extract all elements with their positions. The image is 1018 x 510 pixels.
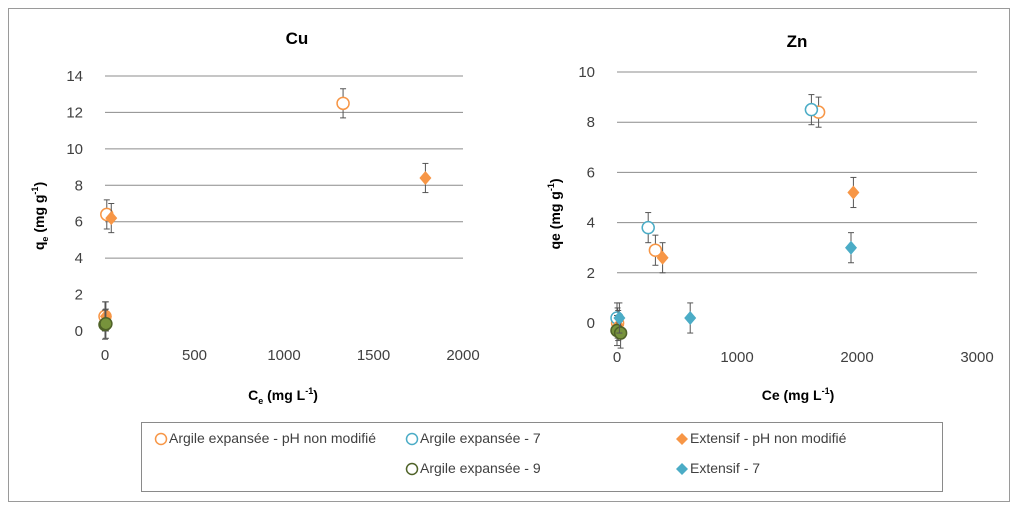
zn-data-points — [610, 94, 860, 349]
zn-y-tick-labels: 0 2 4 6 8 10 — [578, 64, 595, 332]
cu-x-tick-label: 2000 — [446, 347, 479, 364]
cu-y-axis-label: qe (mg g-1) — [30, 182, 50, 250]
cu-chart: Cu 0 500 1000 1500 2000 0 2 4 6 8 10 12 14 Ce (mg L… — [30, 29, 480, 406]
zn-y-tick-label: 2 — [587, 265, 595, 282]
cu-y-tick-label: 10 — [66, 141, 83, 158]
zn-x-tick-label: 0 — [613, 349, 621, 366]
zn-point — [648, 234, 663, 266]
zn-x-tick-labels: 0 1000 2000 3000 — [613, 349, 994, 366]
cu-y-tick-label: 2 — [75, 287, 83, 304]
cu-gridlines — [105, 75, 463, 259]
zn-point — [684, 302, 697, 334]
cu-y-tick-label: 0 — [75, 323, 83, 340]
cu-y-tick-label: 12 — [66, 104, 83, 121]
diamond-orange-icon — [676, 433, 688, 445]
cu-x-tick-label: 1000 — [267, 347, 300, 364]
cu-data-points — [98, 88, 432, 340]
cu-y-tick-label: 6 — [75, 214, 83, 231]
circle-open-green-icon — [405, 462, 419, 476]
legend: Argile expansée - pH non modifié Argile … — [141, 422, 943, 492]
zn-y-tick-label: 10 — [578, 64, 595, 81]
cu-point — [419, 162, 432, 194]
cu-x-tick-labels: 0 500 1000 1500 2000 — [101, 347, 480, 364]
zn-y-tick-label: 8 — [587, 114, 595, 131]
zn-y-axis-label: qe (mg g-1) — [546, 178, 563, 249]
zn-y-tick-label: 0 — [587, 315, 595, 332]
legend-item-extensif-ph-non-modifie: Extensif - pH non modifié — [675, 426, 940, 450]
zn-y-tick-label: 6 — [587, 164, 595, 181]
circle-open-orange-icon — [154, 432, 168, 446]
zn-y-tick-label: 4 — [587, 215, 595, 232]
cu-x-tick-label: 1500 — [357, 347, 390, 364]
cu-x-axis-label: Ce (mg L-1) — [248, 386, 318, 406]
zn-point — [656, 242, 669, 274]
cu-y-tick-label: 4 — [75, 250, 83, 267]
zn-point — [613, 302, 626, 334]
cu-x-tick-label: 0 — [101, 347, 109, 364]
cu-y-tick-label: 14 — [66, 68, 83, 85]
zn-point — [804, 94, 819, 126]
chart-frame — [8, 8, 1010, 502]
zn-x-tick-label: 2000 — [840, 349, 873, 366]
zn-point — [847, 176, 860, 209]
cu-y-tick-label: 8 — [75, 177, 83, 194]
cu-point — [99, 308, 113, 339]
zn-gridlines — [617, 71, 977, 274]
zn-title: Zn — [787, 32, 808, 51]
zn-x-tick-label: 1000 — [720, 349, 753, 366]
cu-point — [336, 88, 350, 119]
zn-chart: Zn 0 1000 2000 3000 0 2 4 6 8 10 Ce (mg L-1) qe … — [546, 32, 994, 403]
legend-item-extensif-7: Extensif - 7 — [675, 456, 940, 480]
legend-item-argile-7: Argile expansée - 7 — [405, 426, 665, 450]
cu-point — [105, 203, 118, 234]
legend-item-argile-ph-non-modifie: Argile expansée - pH non modifié — [154, 426, 384, 450]
circle-open-blue-icon — [405, 432, 419, 446]
zn-point — [845, 232, 857, 264]
cu-title: Cu — [286, 29, 309, 48]
legend-item-argile-9: Argile expansée - 9 — [405, 456, 665, 480]
cu-y-tick-labels: 0 2 4 6 8 10 12 14 — [66, 68, 83, 340]
zn-point — [641, 212, 655, 244]
zn-x-tick-label: 3000 — [960, 349, 993, 366]
cu-x-tick-label: 500 — [182, 347, 207, 364]
zn-x-axis-label: Ce (mg L-1) — [762, 386, 835, 403]
diamond-blue-icon — [676, 463, 688, 475]
